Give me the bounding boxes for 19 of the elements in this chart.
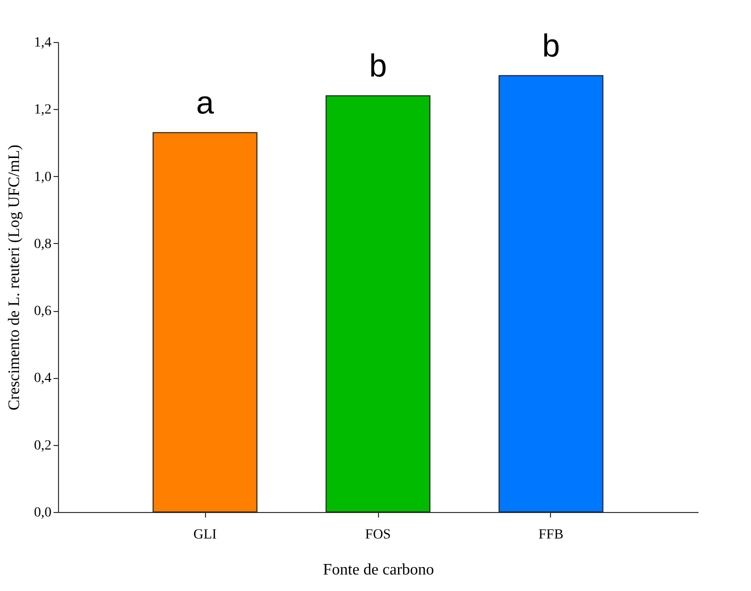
- y-tick-label: 1,0: [34, 170, 52, 185]
- annotation: b: [542, 28, 560, 64]
- bar: [326, 95, 430, 512]
- bar: [498, 75, 604, 512]
- y-tick-label: 0,2: [34, 438, 52, 454]
- y-tick-label: 0,6: [34, 304, 52, 320]
- x-tick-label: FOS: [365, 528, 391, 542]
- y-tick-label: 0,4: [34, 371, 52, 386]
- annotation: a: [196, 84, 214, 121]
- annotation: b: [369, 48, 387, 84]
- bar: [152, 132, 258, 512]
- x-tick-label: FFB: [538, 528, 564, 542]
- x-axis-title: Fonte de carbono: [322, 562, 434, 578]
- y-tick-label: 1,4: [34, 36, 52, 50]
- y-tick-label: 0,8: [34, 236, 52, 252]
- y-tick-label: 1,2: [34, 102, 52, 118]
- y-axis-title: Crescimento de L. reuteri (Log UFC/mL): [6, 144, 23, 410]
- y-tick-label: 0,0: [34, 506, 52, 520]
- x-tick-label: GLI: [193, 528, 218, 542]
